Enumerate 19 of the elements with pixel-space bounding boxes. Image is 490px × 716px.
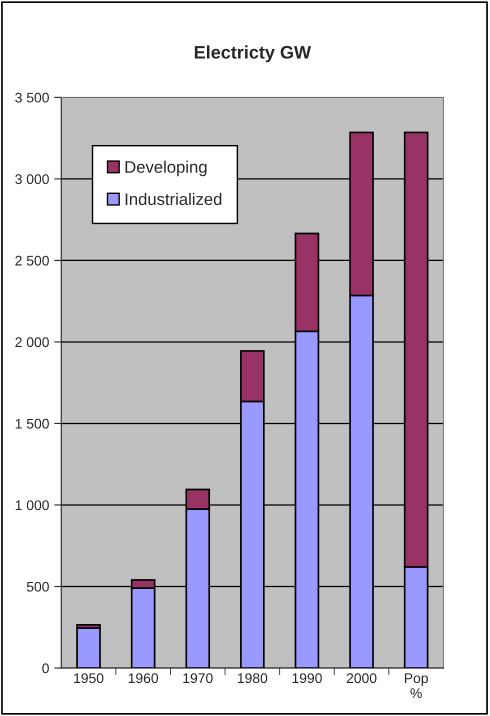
y-tick-label: 2 000 <box>15 337 49 348</box>
x-tick-label: 1970 <box>183 673 213 684</box>
x-tick-label: 1950 <box>74 673 104 684</box>
legend-label: Developing <box>126 160 206 176</box>
y-tick-label: 500 <box>26 582 49 592</box>
chart-title: Electricty GW <box>194 45 312 62</box>
x-tick-label: 1990 <box>292 673 322 684</box>
bar <box>76 627 101 668</box>
y-tick-label: 2 500 <box>15 256 49 266</box>
y-tick-label: 1 500 <box>16 418 49 429</box>
x-tick-label: 1960 <box>128 673 158 684</box>
x-tick-label: 2000 <box>346 673 376 684</box>
x-tick-label: Pop % <box>404 673 428 698</box>
y-tick-label: 3 000 <box>15 174 49 184</box>
y-tick-label: 3 500 <box>15 92 49 103</box>
y-tick-label: 0 <box>42 663 49 674</box>
y-tick-label: 1 000 <box>16 500 49 510</box>
legend-label: Industrialized <box>126 192 222 206</box>
x-tick-label: 1980 <box>238 673 268 684</box>
